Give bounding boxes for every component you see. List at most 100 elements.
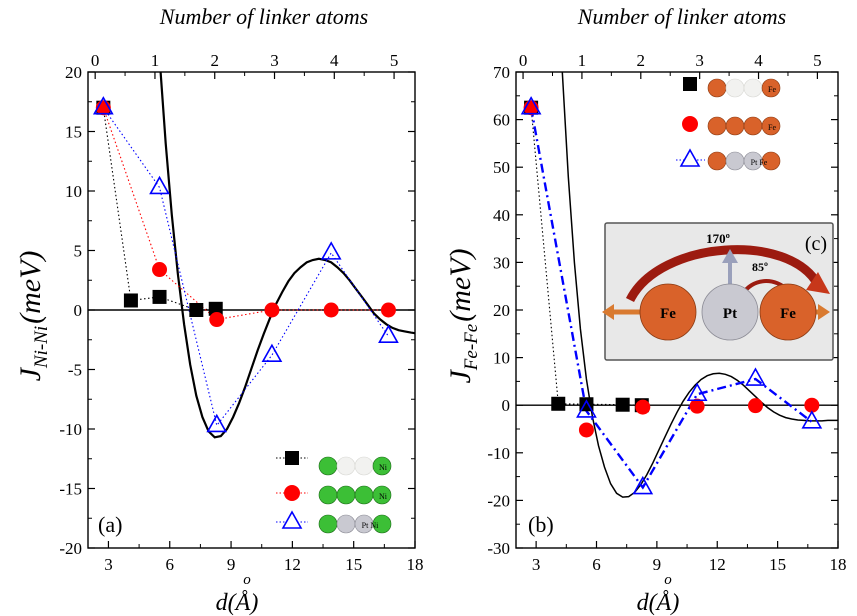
panel-a-legend: Ni Ni Pt Ni: [276, 451, 392, 534]
inset-c: Fe Pt Fe 170º 85º (c): [602, 222, 834, 361]
panel-b-x-axis-angstrom-ring: o: [664, 572, 672, 588]
panel-b-circle-point: [635, 399, 651, 415]
panel-b-y-tick-label: 20: [493, 301, 510, 320]
panel-a-x-tick-label: 18: [407, 555, 424, 574]
panel-b-triangle-point: [520, 96, 542, 115]
panel-a-x-tick-label: 12: [284, 555, 301, 574]
ni-sphere-icon: [354, 485, 374, 505]
panel-a-x-tick-label: 3: [104, 555, 113, 574]
panel-b-x-tick-label: 12: [709, 555, 726, 574]
panel-a-circle-point: [323, 302, 339, 318]
panel-b-circle-point: [689, 398, 705, 414]
legend-a-triangle-marker: [281, 510, 303, 529]
empty-sphere-icon: [743, 78, 763, 98]
panel-a-y-axis-title: JNi-Ni(meV): [14, 251, 52, 382]
panel-b-ylabel-sub: Fe-Fe: [461, 324, 482, 371]
panel-a-top-tick-label: 5: [390, 51, 399, 70]
panel-b-top-tick-label: 0: [519, 51, 528, 70]
panel-b-ylabel-main: J: [444, 369, 477, 384]
pt-sphere-icon: [336, 514, 356, 534]
panel-a-y-tick-label: 20: [65, 63, 82, 82]
ni-sphere-icon: [372, 485, 392, 505]
panel-a-series-triangle-line: [102, 107, 389, 427]
inset-c-left-arrowhead: [602, 304, 614, 320]
ni-sphere-icon: [318, 456, 338, 476]
panel-a-label: (a): [98, 512, 122, 537]
fe-sphere-icon: [761, 116, 781, 136]
panel-a-square-point: [123, 293, 138, 308]
legend-b-triangle-marker: [679, 148, 701, 167]
panel-b-triangle-point: [576, 399, 597, 418]
panel-b-square-point: [615, 397, 630, 412]
legend-a-badge-1: Ni: [379, 463, 388, 472]
panel-a-circle-point: [209, 312, 225, 328]
inset-c-fe-left-label: Fe: [660, 306, 676, 322]
ni-sphere-icon: [318, 514, 338, 534]
panel-b-y-tick-label: -30: [487, 539, 510, 558]
panel-b-plot-area: [516, 72, 838, 498]
panel-a-triangle-point: [92, 96, 114, 115]
panel-b-x-tick-label: 18: [830, 555, 847, 574]
panel-a-square-point: [189, 303, 204, 317]
inset-c-pt-label: Pt: [723, 306, 737, 322]
panel-b-y-tick-label: 40: [493, 206, 510, 225]
panel-b-y-axis-title: JFe-Fe (meV): [444, 248, 482, 383]
legend-a-row-2: Ni: [276, 485, 392, 505]
panel-a-top-tick-label: 1: [151, 51, 160, 70]
panel-b-y-tick-label: 10: [493, 349, 510, 368]
panel-a-square-point: [152, 289, 167, 304]
panel-b-top-tick-label: 5: [813, 51, 822, 70]
legend-b-row-2: Fe: [682, 116, 781, 136]
empty-sphere-icon: [336, 456, 356, 476]
fe-sphere-icon: [707, 151, 727, 171]
fe-sphere-icon: [707, 78, 727, 98]
fe-sphere-icon: [725, 116, 745, 136]
panel-a-x-tick-label: 6: [166, 555, 175, 574]
panel-b-square-point: [551, 396, 566, 411]
legend-b-circle-marker: [682, 116, 698, 132]
inset-c-up-arrowhead: [722, 249, 738, 263]
panel-b-circle-point: [804, 397, 820, 413]
legend-a-square-marker: [285, 451, 299, 465]
panel-b-y-tick-label: 50: [493, 158, 510, 177]
panel-a-y-tick-label: 15: [65, 123, 82, 142]
legend-a-circle-marker: [284, 485, 300, 501]
panel-b-triangle-point: [686, 382, 708, 402]
legend-b-row-1: Fe: [683, 77, 781, 98]
panel-a-top-axis-title: Number of linker atoms: [159, 4, 368, 29]
inset-c-pt-sphere: [701, 283, 759, 341]
panel-a-top-tick-label: 4: [330, 51, 339, 70]
legend-b-badge-1: Fe: [768, 85, 776, 94]
inset-c-fe-left-sphere: [639, 283, 697, 341]
panel-a-circle-point: [152, 262, 168, 278]
panel-b-circle-point: [747, 398, 763, 414]
panel-a-x-axis-title: d(Å): [216, 590, 259, 616]
panel-a-fit-curve: [159, 72, 415, 439]
panel-b-y-tick-label: 60: [493, 111, 510, 130]
panel-b-circle-point: [578, 422, 594, 438]
panel-a-x-axis-angstrom-ring: o: [243, 572, 251, 588]
inset-c-right-arrowhead: [818, 304, 830, 320]
panel-a-triangle-point: [261, 343, 283, 363]
panel-a-y-tick-label: -10: [59, 420, 82, 439]
panel-b-triangle-point: [745, 367, 766, 386]
legend-a-badge-3: Pt Ni: [362, 521, 379, 530]
panel-b: Number of linker atoms JFe-Fe(meV) d(Å) …: [444, 4, 847, 616]
panel-a-ylabel-main: J: [14, 366, 47, 381]
fe-sphere-icon: [761, 78, 781, 98]
panel-b-x-tick-label: 9: [653, 555, 662, 574]
panel-a-y-tick-label: -15: [59, 480, 82, 499]
panel-b-series-triangle-line: [529, 107, 813, 490]
panel-a-circle-point: [380, 302, 396, 318]
panel-b-triangle-point: [632, 475, 654, 495]
panel-b-x-axis-title: d(Å): [637, 590, 680, 616]
panel-b-x-tick-label: 15: [769, 555, 786, 574]
panel-b-top-tick-label: 2: [637, 51, 646, 70]
inset-c-label: (c): [805, 233, 827, 255]
ni-sphere-icon: [336, 485, 356, 505]
panel-a-series-circle-line: [102, 107, 389, 321]
fe-sphere-icon: [743, 116, 763, 136]
legend-b-badge-2: Fe: [768, 123, 776, 132]
panel-b-top-axis-title: Number of linker atoms: [577, 4, 786, 29]
